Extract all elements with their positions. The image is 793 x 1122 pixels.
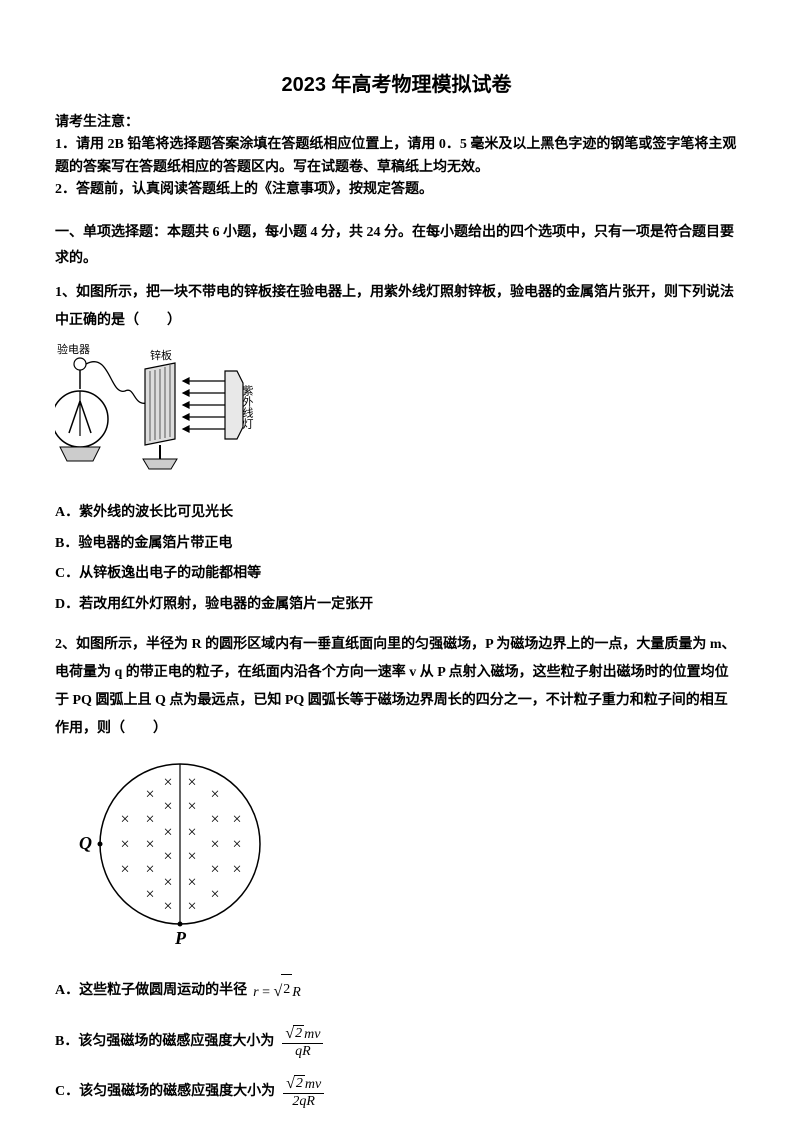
svg-text:×: × (210, 861, 219, 878)
svg-text:×: × (163, 774, 172, 791)
svg-text:×: × (145, 811, 154, 828)
q2-option-a: A．这些粒子做圆周运动的半径 r = √2R (55, 966, 738, 1017)
q2-b-text: B．该匀强磁场的磁感应强度大小为 (55, 1027, 274, 1058)
svg-text:×: × (187, 898, 196, 915)
svg-text:×: × (163, 874, 172, 891)
q1-option-a: A．紫外线的波长比可见光长 (55, 498, 738, 529)
q1-figure: 验电器 锌板 紫外线灯 (55, 341, 738, 488)
q2-a-text: A．这些粒子做圆周运动的半径 (55, 976, 247, 1007)
q2-option-c: C．该匀强磁场的磁感应强度大小为 √2mv 2qR (55, 1067, 738, 1117)
svg-text:×: × (145, 836, 154, 853)
svg-text:×: × (163, 848, 172, 865)
notice-block: 请考生注意： 1．请用 2B 铅笔将选择题答案涂填在答题纸相应位置上，请用 0．… (55, 112, 738, 202)
section-header: 一、单项选择题：本题共 6 小题，每小题 4 分，共 24 分。在每小题给出的四… (55, 220, 738, 273)
notice-line-2: 2．答题前，认真阅读答题纸上的《注意事项》，按规定答题。 (55, 179, 738, 201)
q1-options: A．紫外线的波长比可见光长 B．验电器的金属箔片带正电 C．从锌板逸出电子的动能… (55, 498, 738, 621)
label-q: Q (79, 833, 92, 853)
svg-text:×: × (163, 798, 172, 815)
q1-option-d: D．若改用红外灯照射，验电器的金属箔片一定张开 (55, 590, 738, 621)
label-yandianqi: 验电器 (57, 342, 90, 356)
svg-text:×: × (120, 861, 129, 878)
svg-text:×: × (232, 836, 241, 853)
svg-text:×: × (187, 774, 196, 791)
svg-text:×: × (163, 898, 172, 915)
q1-option-c: C．从锌板逸出电子的动能都相等 (55, 559, 738, 590)
q1-option-b: B．验电器的金属箔片带正电 (55, 529, 738, 560)
notice-header: 请考生注意： (55, 112, 738, 134)
svg-text:×: × (187, 824, 196, 841)
svg-text:×: × (210, 886, 219, 903)
q2-figure: × × × × × × × × × × × × × × × × × × × × × × × × × × × × Q P (65, 749, 738, 956)
svg-text:×: × (145, 886, 154, 903)
q2-stem: 2、如图所示，半径为 R 的圆形区域内有一垂直纸面向里的匀强磁场，P 为磁场边界… (55, 631, 738, 743)
svg-text:×: × (187, 874, 196, 891)
label-ziwaixian: 紫外线灯 (241, 384, 254, 428)
page-title: 2023 年高考物理模拟试卷 (55, 70, 738, 100)
svg-text:×: × (145, 786, 154, 803)
svg-text:×: × (120, 811, 129, 828)
svg-text:×: × (232, 811, 241, 828)
label-xinban: 锌板 (150, 348, 172, 362)
svg-text:×: × (187, 798, 196, 815)
svg-text:×: × (187, 848, 196, 865)
q1-stem: 1、如图所示，把一块不带电的锌板接在验电器上，用紫外线灯照射锌板，验电器的金属箔… (55, 279, 738, 335)
svg-text:×: × (232, 861, 241, 878)
svg-text:×: × (210, 836, 219, 853)
svg-text:×: × (145, 861, 154, 878)
notice-line-1: 1．请用 2B 铅笔将选择题答案涂填在答题纸相应位置上，请用 0．5 毫米及以上… (55, 134, 738, 179)
q2-c-text: C．该匀强磁场的磁感应强度大小为 (55, 1077, 275, 1108)
label-p: P (174, 928, 187, 948)
q2-option-b: B．该匀强磁场的磁感应强度大小为 √2mv qR (55, 1017, 738, 1067)
svg-text:×: × (163, 824, 172, 841)
q2-options: A．这些粒子做圆周运动的半径 r = √2R B．该匀强磁场的磁感应强度大小为 … (55, 966, 738, 1117)
svg-text:×: × (120, 836, 129, 853)
svg-text:×: × (210, 811, 219, 828)
svg-text:×: × (210, 786, 219, 803)
